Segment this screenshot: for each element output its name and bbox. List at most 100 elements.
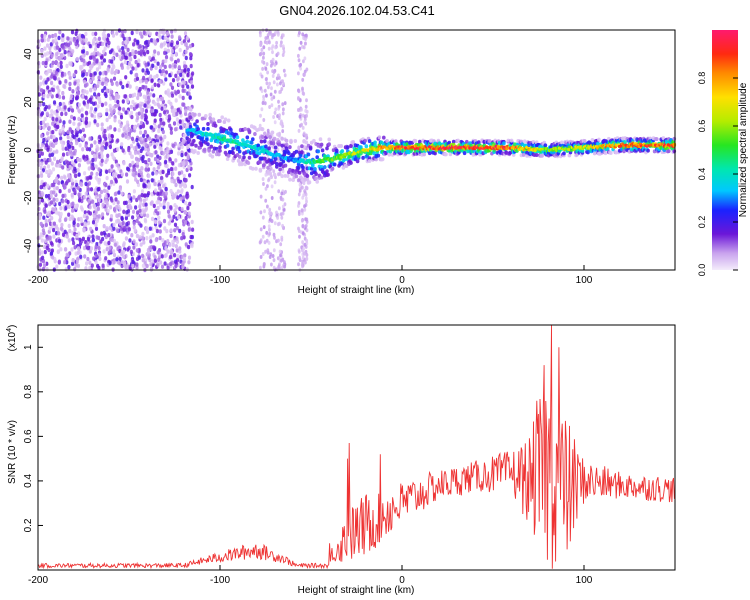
spectrogram-cell: [305, 169, 309, 174]
spectrogram-cell: [77, 137, 81, 142]
spectrogram-cell: [267, 85, 270, 90]
spectrogram-cell: [129, 128, 133, 133]
spectrogram-cell: [297, 128, 301, 133]
spectrogram-cell: [226, 153, 231, 158]
spectrogram-cell: [94, 226, 99, 231]
spectrogram-cell: [367, 139, 372, 144]
spectrogram-cell: [211, 117, 216, 122]
spectrogram-cell: [174, 244, 178, 249]
spectrogram-cell: [137, 172, 141, 178]
spectrogram-cell: [108, 144, 112, 150]
spectrogram-cell: [163, 35, 167, 41]
spectrogram-cell: [325, 169, 329, 174]
spectrogram-cell: [82, 245, 87, 251]
spectrogram-cell: [95, 235, 99, 240]
spectrogram-cell: [52, 227, 56, 233]
spectrogram-cell: [187, 227, 191, 232]
spectrogram-cell: [267, 140, 270, 145]
spectrogram-cell: [270, 175, 273, 180]
spectrogram-cell: [80, 218, 84, 224]
spectrogram-cell: [276, 215, 279, 220]
spectrogram-cell: [46, 94, 50, 99]
spectrogram-cell: [134, 66, 138, 71]
spectrogram-cell: [82, 213, 86, 219]
spectrogram-cell: [45, 111, 49, 116]
spectrogram-cell: [104, 256, 108, 261]
spectrogram-cell: [94, 195, 98, 200]
spectrogram-cell: [138, 44, 142, 49]
spectrogram-cell: [57, 231, 61, 236]
spectrogram-cell: [260, 135, 265, 139]
spectrogram-cell: [166, 201, 170, 207]
spectrogram-cell: [52, 207, 56, 213]
spectrogram-cell: [131, 99, 135, 105]
spectrogram-cell: [170, 34, 174, 39]
spectrogram-cell: [145, 226, 149, 231]
spectrogram-cell: [188, 173, 192, 178]
colorbar-gradient: [712, 30, 738, 270]
spectrogram-cell: [135, 104, 139, 109]
spectrogram-cell: [117, 166, 121, 171]
spectrogram-cell: [302, 45, 306, 50]
spectrogram-cell: [144, 79, 148, 85]
spectrogram-cell: [139, 223, 143, 228]
spectrogram-cell: [270, 96, 274, 101]
spectrogram-cell: [39, 81, 43, 87]
spectrogram-cell: [330, 166, 335, 171]
spectrogram-cell: [133, 92, 137, 98]
spectrogram-cell: [49, 251, 54, 256]
spectrogram-cell: [139, 108, 143, 113]
spectrogram-cell: [247, 155, 252, 160]
spectrogram-cell: [183, 68, 187, 73]
spectrogram-cell: [153, 144, 157, 149]
spectrogram-cell: [305, 256, 309, 261]
spectrogram-cell: [280, 143, 285, 148]
spectrogram-cell: [272, 248, 276, 253]
spectrogram-cell: [125, 129, 129, 134]
spectrogram-cell: [273, 89, 277, 94]
spectrogram-cell: [462, 151, 467, 156]
spectrogram-cell: [59, 64, 63, 70]
spectrogram-cell: [178, 249, 182, 254]
spectrogram-cell: [672, 136, 677, 141]
spectrogram-cell: [174, 91, 178, 96]
spectrogram-cell: [134, 205, 138, 210]
spectrogram-cell: [167, 214, 171, 219]
spectrogram-cell: [276, 147, 280, 152]
spectrogram-cell: [61, 130, 65, 135]
spectrogram-cell: [312, 138, 316, 143]
spectrogram-cell: [182, 133, 187, 138]
spectrogram-cell: [597, 137, 601, 142]
spectrogram-cell: [160, 106, 164, 111]
spectrogram-cell: [158, 35, 163, 40]
spectrogram-cell: [176, 189, 180, 194]
spectrogram-cell: [89, 175, 93, 180]
spectrogram-cell: [154, 171, 158, 176]
spectrogram-cell: [299, 175, 303, 180]
spectrogram-cell: [209, 144, 214, 149]
spectrogram-cell: [38, 262, 43, 267]
spectrogram-cell: [139, 49, 143, 54]
spectrogram-cell: [116, 103, 120, 108]
spectrogram-cell: [303, 242, 307, 247]
spectrogram-cell: [253, 132, 257, 136]
spectrogram-cell: [313, 167, 317, 171]
spectrogram-cell: [137, 195, 141, 201]
spectrogram-cell: [303, 120, 307, 124]
spectrogram-cell: [44, 60, 48, 66]
spectrogram-cell: [302, 36, 305, 40]
spectrogram-cell: [120, 251, 124, 257]
spectrogram-cell: [267, 240, 271, 245]
spectrogram-cell: [262, 118, 266, 122]
spectrogram-cell: [300, 150, 304, 155]
spectrogram-cell: [169, 233, 173, 239]
spectrogram-cell: [180, 40, 184, 46]
spectrogram-cell: [169, 101, 173, 107]
spectrogram-cell: [38, 213, 42, 218]
spectrogram-cell: [194, 143, 198, 148]
spectrogram-cell: [187, 244, 191, 250]
spectrogram-cell: [163, 253, 167, 259]
spectrogram-cell: [513, 142, 517, 147]
spectrogram-cell: [43, 249, 47, 255]
